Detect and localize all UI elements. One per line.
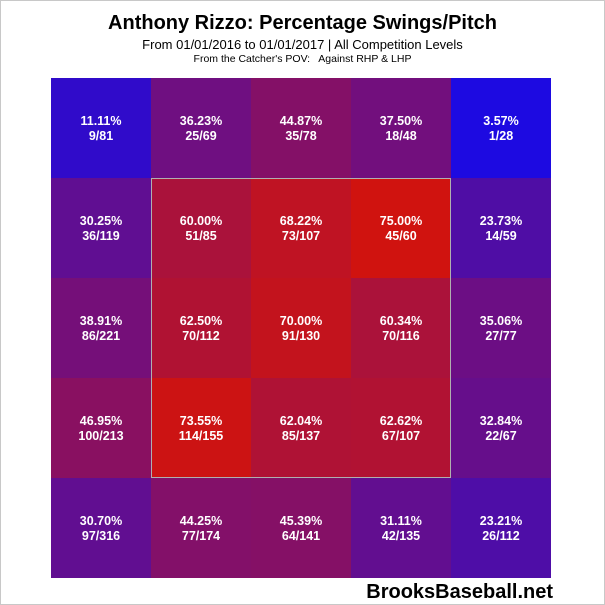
cell-count: 26/112 xyxy=(482,529,520,543)
cell-percentage: 32.84% xyxy=(479,414,523,428)
cell-percentage: 45.39% xyxy=(279,514,323,528)
cell-percentage: 62.50% xyxy=(179,314,223,328)
cell-percentage: 60.34% xyxy=(379,314,423,328)
cell-percentage: 35.06% xyxy=(479,314,523,328)
heatmap-cell: 70.00% 91/130 xyxy=(251,278,351,378)
heatmap-cell: 46.95% 100/213 xyxy=(51,378,151,478)
cell-count: 9/81 xyxy=(88,129,114,143)
cell-count: 100/213 xyxy=(78,429,124,443)
chart-subtitle: From 01/01/2016 to 01/01/2017 | All Comp… xyxy=(142,37,463,52)
heatmap-cell: 31.11% 42/135 xyxy=(351,478,451,578)
heatmap-cell: 44.25% 77/174 xyxy=(151,478,251,578)
chart-caption: From the Catcher's POV: Against RHP & LH… xyxy=(193,53,412,65)
cell-count: 85/137 xyxy=(281,429,321,443)
cell-count: 97/316 xyxy=(81,529,121,543)
heatmap-cell: 35.06% 27/77 xyxy=(451,278,551,378)
cell-count: 14/59 xyxy=(485,229,517,243)
cell-percentage: 31.11% xyxy=(380,514,422,528)
heatmap-cell: 23.21% 26/112 xyxy=(451,478,551,578)
cell-count: 27/77 xyxy=(485,329,517,343)
cell-percentage: 30.25% xyxy=(79,214,123,228)
cell-percentage: 11.11% xyxy=(80,114,122,128)
cell-count: 36/119 xyxy=(82,229,120,243)
heatmap-cell: 60.00% 51/85 xyxy=(151,178,251,278)
cell-count: 1/28 xyxy=(488,129,514,143)
brooksbaseball-watermark: BrooksBaseball.net xyxy=(366,581,553,603)
heatmap-cell: 62.62% 67/107 xyxy=(351,378,451,478)
heatmap-cell: 44.87% 35/78 xyxy=(251,78,351,178)
heatmap-cell: 11.11% 9/81 xyxy=(51,78,151,178)
heatmap-cell: 32.84% 22/67 xyxy=(451,378,551,478)
heatmap-cell: 62.50% 70/112 xyxy=(151,278,251,378)
heatmap-grid: 11.11% 9/81 36.23% 25/69 44.87% 35/78 37.50% 18… xyxy=(51,78,551,578)
cell-percentage: 23.73% xyxy=(479,214,523,228)
cell-count: 22/67 xyxy=(485,429,517,443)
cell-count: 70/116 xyxy=(382,329,420,343)
heatmap-cell: 60.34% 70/116 xyxy=(351,278,451,378)
cell-count: 77/174 xyxy=(181,529,221,543)
heatmap-cell: 75.00% 45/60 xyxy=(351,178,451,278)
cell-count: 64/141 xyxy=(281,529,321,543)
cell-count: 91/130 xyxy=(281,329,321,343)
cell-percentage: 62.62% xyxy=(379,414,423,428)
cell-count: 114/155 xyxy=(178,429,224,443)
cell-count: 25/69 xyxy=(185,129,217,143)
cell-count: 73/107 xyxy=(281,229,321,243)
cell-count: 42/135 xyxy=(381,529,421,543)
cell-percentage: 36.23% xyxy=(179,114,223,128)
heatmap-cell: 3.57% 1/28 xyxy=(451,78,551,178)
heatmap-cell: 62.04% 85/137 xyxy=(251,378,351,478)
cell-percentage: 44.25% xyxy=(179,514,223,528)
heatmap-cell: 23.73% 14/59 xyxy=(451,178,551,278)
cell-percentage: 37.50% xyxy=(379,114,423,128)
cell-count: 18/48 xyxy=(385,129,417,143)
cell-percentage: 38.91% xyxy=(79,314,123,328)
cell-percentage: 30.70% xyxy=(79,514,123,528)
heatmap-cell: 45.39% 64/141 xyxy=(251,478,351,578)
heatmap-cell: 36.23% 25/69 xyxy=(151,78,251,178)
cell-percentage: 68.22% xyxy=(279,214,323,228)
cell-percentage: 75.00% xyxy=(379,214,423,228)
heatmap-cell: 30.70% 97/316 xyxy=(51,478,151,578)
cell-percentage: 62.04% xyxy=(279,414,323,428)
cell-count: 51/85 xyxy=(185,229,217,243)
chart-title: Anthony Rizzo: Percentage Swings/Pitch xyxy=(108,12,497,34)
cell-percentage: 60.00% xyxy=(179,214,223,228)
heatmap-cell: 68.22% 73/107 xyxy=(251,178,351,278)
cell-count: 45/60 xyxy=(385,229,417,243)
heatmap-cell: 30.25% 36/119 xyxy=(51,178,151,278)
cell-percentage: 73.55% xyxy=(179,414,223,428)
cell-percentage: 70.00% xyxy=(279,314,323,328)
heatmap-cell: 73.55% 114/155 xyxy=(151,378,251,478)
cell-percentage: 46.95% xyxy=(79,414,123,428)
cell-count: 35/78 xyxy=(285,129,317,143)
cell-percentage: 3.57% xyxy=(483,114,519,128)
cell-percentage: 44.87% xyxy=(279,114,323,128)
heatmap-cell: 38.91% 86/221 xyxy=(51,278,151,378)
cell-count: 67/107 xyxy=(381,429,421,443)
cell-count: 70/112 xyxy=(182,329,220,343)
heatmap-cell: 37.50% 18/48 xyxy=(351,78,451,178)
cell-count: 86/221 xyxy=(81,329,121,343)
cell-percentage: 23.21% xyxy=(479,514,523,528)
